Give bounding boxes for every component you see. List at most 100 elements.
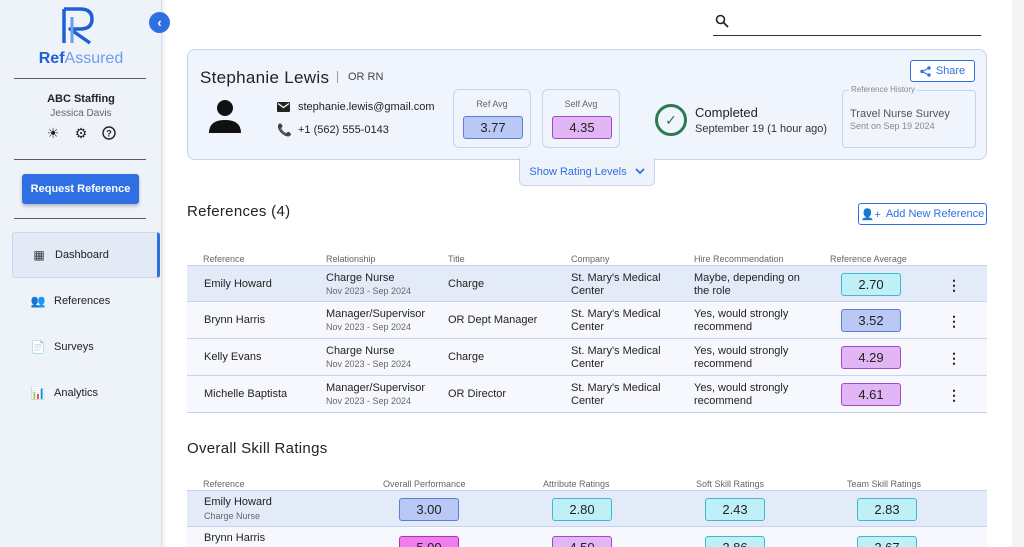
relationship: Manager/Supervisor [326, 381, 426, 394]
email-text: stephanie.lewis@gmail.com [298, 101, 435, 113]
relationship-dates: Nov 2023 - Sep 2024 [326, 321, 412, 332]
sun-icon[interactable]: ☀ [46, 124, 60, 141]
reference-name: Kelly Evans [204, 351, 262, 363]
self-avg-value: 4.35 [552, 116, 612, 139]
reference-history-field[interactable]: Reference History Travel Nurse Survey Se… [842, 85, 976, 148]
sidebar-item-dashboard[interactable]: ▦ Dashboard [12, 232, 160, 278]
collapse-sidebar-button[interactable]: ‹ [149, 12, 170, 33]
reference-name: Emily Howard [204, 278, 272, 290]
relationship: Manager/Supervisor [326, 307, 426, 320]
status-text: Completed [695, 105, 758, 120]
skill-ratings-heading: Overall Skill Ratings [187, 440, 328, 457]
table-row[interactable]: Emily Howard Charge Nurse 3.00 2.80 2.43… [187, 490, 987, 527]
title-cell: OR Dept Manager [448, 314, 538, 326]
reference-average-badge: 4.29 [841, 346, 901, 369]
history-date: Sent on Sep 19 2024 [850, 121, 935, 131]
column-header: Soft Skill Ratings [696, 479, 765, 489]
more-options-icon[interactable]: ⋮ [947, 350, 961, 366]
table-row[interactable]: Brynn Harris 5.00 4.50 2.86 2.67 [187, 527, 987, 547]
relationship-dates: Nov 2023 - Sep 2024 [326, 358, 412, 369]
search-icon [715, 14, 729, 28]
status-date: September 19 (1 hour ago) [695, 123, 828, 135]
add-new-reference-button[interactable]: 👤+ Add New Reference [858, 203, 987, 225]
candidate-name: Stephanie Lewis [200, 68, 330, 87]
show-levels-label: Show Rating Levels [529, 165, 627, 178]
title-cell: OR Director [448, 388, 507, 400]
company-cell: St. Mary's Medical Center [571, 302, 661, 339]
soft-skill-rating-badge: 2.43 [705, 498, 765, 521]
check-circle-icon: ✓ [655, 104, 687, 136]
company-line: Center [571, 394, 605, 407]
mail-icon [277, 102, 290, 112]
dashboard-icon: ▦ [33, 248, 45, 262]
more-options-icon[interactable]: ⋮ [947, 387, 961, 403]
company-line: St. Mary's Medical [571, 271, 661, 284]
reference-name: Brynn Harris [204, 314, 266, 326]
column-header: Reference Average [830, 254, 907, 264]
ref-avg-value: 3.77 [463, 116, 523, 139]
more-options-icon[interactable]: ⋮ [947, 313, 961, 329]
add-reference-label: Add New Reference [885, 208, 985, 220]
sidebar-item-label: References [54, 295, 111, 307]
title-cell: Charge [448, 278, 485, 290]
table-row[interactable]: Michelle Baptista Manager/Supervisor Nov … [187, 376, 987, 413]
search-input[interactable] [713, 12, 981, 36]
column-header: Attribute Ratings [543, 479, 610, 489]
table-row[interactable]: Emily Howard Charge Nurse Nov 2023 - Sep … [187, 265, 987, 302]
recommendation-line: Yes, would strongly [694, 381, 789, 394]
phone-contact: 📞 +1 (562) 555-0143 [277, 123, 389, 137]
company-line: Center [571, 320, 605, 333]
table-row[interactable]: Kelly Evans Charge Nurse Nov 2023 - Sep 2… [187, 339, 987, 376]
company-line: St. Mary's Medical [571, 344, 661, 357]
sidebar-item-analytics[interactable]: 📊 Analytics [12, 370, 160, 416]
gear-icon[interactable]: ⚙ [74, 124, 88, 141]
bar-chart-icon: 📊 [30, 386, 46, 400]
relationship-cell: Manager/Supervisor Nov 2023 - Sep 2024 [326, 376, 425, 413]
relationship-dates: Nov 2023 - Sep 2024 [326, 395, 412, 406]
relationship: Charge Nurse [326, 344, 395, 357]
divider [14, 159, 146, 160]
history-title: Travel Nurse Survey [850, 108, 950, 120]
ref-avg-label: Ref Avg [476, 99, 508, 109]
self-avg-box: Self Avg 4.35 [542, 89, 620, 148]
reference-name: Michelle Baptista [204, 388, 288, 400]
skills-table-header: Reference Overall Performance Attribute … [187, 474, 987, 494]
sidebar-item-references[interactable]: 👥 References [12, 278, 160, 324]
reference-average-badge: 4.61 [841, 383, 901, 406]
relationship: Charge Nurse [204, 511, 261, 521]
svg-text:?: ? [106, 129, 112, 139]
overall-performance-badge: 5.00 [399, 536, 459, 547]
column-header: Title [448, 254, 465, 264]
team-skill-rating-badge: 2.67 [857, 536, 917, 547]
recommendation-cell: Yes, would strongly recommend [694, 376, 788, 413]
more-options-icon[interactable]: ⋮ [947, 277, 961, 293]
relationship-cell: Charge Nurse Nov 2023 - Sep 2024 [326, 339, 411, 376]
sidebar-item-surveys[interactable]: 📄 Surveys [12, 324, 160, 370]
attribute-rating-badge: 2.80 [552, 498, 612, 521]
main-content: Stephanie Lewis OR RN stephanie.lewis@gm… [163, 0, 1024, 547]
company-line: Center [571, 284, 605, 297]
soft-skill-rating-badge: 2.86 [705, 536, 765, 547]
attribute-rating-badge: 4.50 [552, 536, 612, 547]
reference-name: Emily Howard [204, 496, 272, 508]
reference-average-badge: 3.52 [841, 309, 901, 332]
phone-icon: 📞 [277, 123, 292, 137]
show-rating-levels-button[interactable]: Show Rating Levels [519, 158, 655, 186]
recommendation-line: recommend [694, 357, 753, 370]
recommendation-line: the role [694, 284, 731, 297]
column-header: Company [571, 254, 610, 264]
help-icon[interactable]: ? [101, 125, 117, 141]
sidebar-item-label: Analytics [54, 387, 99, 399]
people-icon: 👥 [30, 294, 46, 308]
request-reference-button[interactable]: Request Reference [22, 174, 139, 204]
recommendation-line: Yes, would strongly [694, 307, 789, 320]
sidebar-item-label: Surveys [54, 341, 94, 353]
references-table-header: Reference Relationship Title Company Hir… [187, 249, 987, 269]
logo-text: RefAssured [38, 50, 124, 67]
team-skill-rating-badge: 2.83 [857, 498, 917, 521]
table-row[interactable]: Brynn Harris Manager/Supervisor Nov 2023 … [187, 302, 987, 339]
sidebar: RefAssured ABC Staffing Jessica Davis ☀ … [0, 0, 162, 547]
share-button[interactable]: Share [910, 60, 975, 82]
scrollbar[interactable] [1012, 0, 1024, 547]
relationship-cell: Manager/Supervisor Nov 2023 - Sep 2024 [326, 302, 425, 339]
